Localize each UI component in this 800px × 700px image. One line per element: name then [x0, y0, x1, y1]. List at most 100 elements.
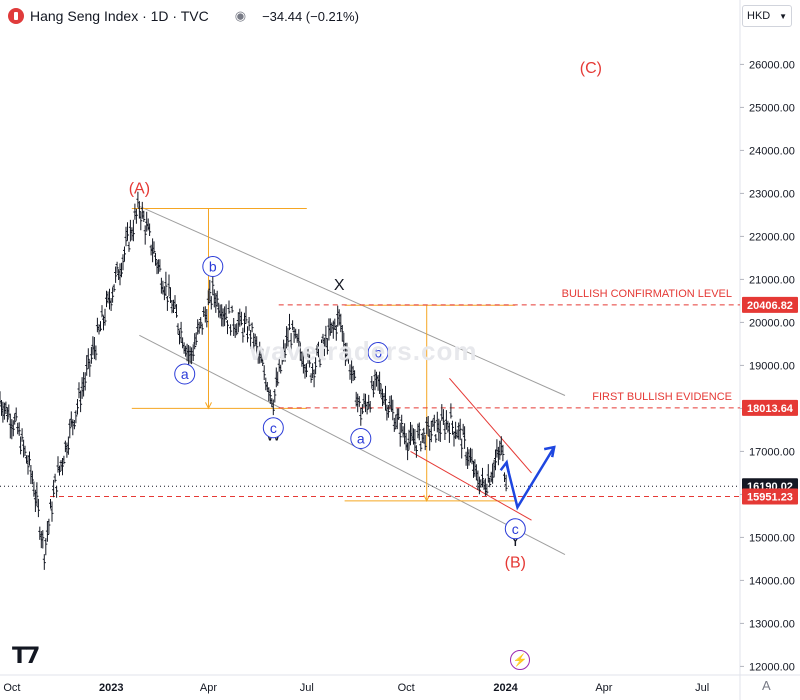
price-bar — [368, 401, 372, 413]
price-bar — [74, 410, 78, 424]
circled-wave-label: c — [512, 521, 519, 537]
price-bar — [308, 354, 312, 368]
wave-label: (C) — [580, 60, 602, 77]
price-bar — [100, 305, 104, 318]
y-tick-label: 12000.00 — [749, 661, 795, 673]
auto-scale-icon[interactable]: A — [762, 678, 771, 693]
level-price-box — [742, 488, 798, 505]
price-bar — [109, 298, 113, 311]
chevron-down-icon: ▼ — [779, 11, 787, 21]
price-bar — [111, 287, 115, 303]
price-bar — [246, 326, 249, 343]
price-bar — [20, 428, 24, 442]
price-bar — [443, 422, 447, 440]
price-bar — [55, 485, 59, 498]
price-bar — [224, 304, 228, 320]
price-bar — [227, 300, 231, 314]
eye-icon[interactable]: ◉ — [234, 8, 247, 23]
price-bar — [35, 482, 39, 507]
price-bar — [121, 254, 125, 271]
level-name-label: BULLISH CONFIRMATION LEVEL — [562, 288, 732, 300]
price-bar — [72, 420, 76, 430]
price-bar — [268, 389, 272, 404]
circled-wave-label: b — [374, 345, 382, 361]
y-tick-label: 24000.00 — [749, 145, 795, 157]
y-tick-label: 15000.00 — [749, 532, 795, 544]
y-tick-label: 25000.00 — [749, 102, 795, 114]
price-bar — [179, 321, 183, 343]
price-bar — [120, 262, 123, 278]
price-bar — [501, 444, 505, 462]
symbol-title[interactable]: Hang Seng Index · 1D · TVC — [30, 8, 209, 24]
price-bar — [239, 311, 243, 326]
price-bar — [45, 521, 49, 542]
price-bar — [215, 290, 219, 307]
price-bar — [384, 385, 387, 411]
symbol-logo-icon — [8, 8, 24, 24]
price-bar — [422, 427, 426, 444]
circled-wave-marker — [350, 428, 372, 449]
currency-selector[interactable]: HKD ▼ — [742, 5, 792, 27]
price-bar — [438, 420, 442, 442]
price-bar — [230, 305, 234, 313]
lightning-icon[interactable]: ⚡ — [510, 650, 530, 670]
price-bar — [208, 279, 212, 304]
price-bar — [460, 438, 464, 459]
level-price-label: 18013.64 — [747, 403, 794, 415]
price-bar — [271, 399, 275, 416]
level-name-label: FIRST BULLISH EVIDENCE — [592, 391, 732, 403]
price-change: −34.44 (−0.21%) — [262, 8, 359, 24]
price-bar — [58, 465, 61, 476]
price-bar — [423, 435, 427, 451]
price-bar — [211, 273, 215, 296]
price-bar — [481, 467, 484, 488]
y-tick-label: 14000.00 — [749, 575, 795, 587]
price-bar — [137, 201, 141, 219]
price-bar — [126, 222, 129, 241]
price-bar — [226, 320, 229, 335]
price-bar — [193, 333, 197, 350]
price-bar — [477, 476, 481, 495]
price-bar — [191, 344, 195, 361]
price-bar — [164, 271, 168, 296]
price-bar — [83, 372, 87, 391]
price-bar — [452, 431, 456, 447]
price-bar — [318, 355, 322, 368]
wave-label: (B) — [505, 555, 526, 572]
price-bar — [503, 472, 506, 482]
price-bar — [273, 389, 277, 403]
x-tick-label: Jul — [300, 682, 314, 694]
price-bar — [314, 357, 318, 375]
price-bar — [247, 317, 251, 331]
price-bar — [429, 420, 433, 443]
price-bar — [94, 345, 98, 361]
y-tick-label: 20000.00 — [749, 317, 795, 329]
price-bar — [47, 518, 51, 535]
x-tick-label: Oct — [398, 682, 415, 694]
x-tick-label: Oct — [3, 682, 20, 694]
tradingview-logo-icon[interactable]: T7 — [12, 644, 40, 669]
y-tick-label: 26000.00 — [749, 59, 795, 71]
price-bar — [244, 306, 248, 324]
circled-wave-label: c — [270, 420, 277, 436]
circled-wave-marker — [367, 342, 389, 363]
price-bar — [334, 325, 338, 341]
y-tick-label: 19000.00 — [749, 360, 795, 372]
price-bar — [432, 414, 436, 432]
price-bar — [463, 426, 467, 449]
price-bar — [115, 261, 119, 274]
price-bar — [398, 422, 402, 447]
price-bar — [205, 309, 209, 328]
price-bar — [353, 370, 357, 381]
price-bar — [139, 211, 143, 231]
circled-wave-label: a — [181, 366, 189, 382]
price-bar — [414, 445, 418, 458]
measure-arrow-icon — [205, 402, 212, 410]
price-bar — [41, 530, 45, 549]
price-bar — [36, 498, 40, 518]
price-bar — [241, 327, 245, 343]
price-bar — [79, 390, 83, 413]
price-bar — [286, 327, 290, 350]
